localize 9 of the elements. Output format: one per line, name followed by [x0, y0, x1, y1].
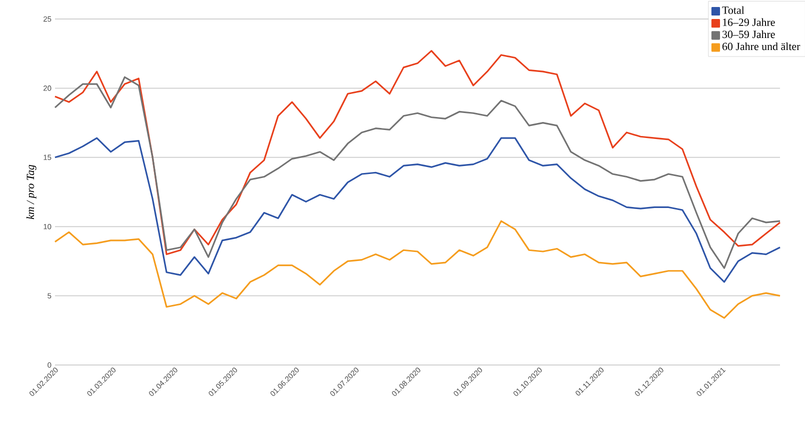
line-series — [54, 50, 781, 256]
line-series — [54, 137, 781, 283]
y-axis-title: km / pro Tag — [26, 164, 36, 220]
line-series — [54, 76, 781, 269]
legend-label: 30–59 Jahre — [722, 30, 775, 38]
legend-label: 16–29 Jahre — [722, 18, 775, 26]
line-series — [54, 220, 781, 319]
legend-label: 60 Jahre und älter — [722, 42, 800, 50]
legend-label: Total — [722, 6, 744, 14]
